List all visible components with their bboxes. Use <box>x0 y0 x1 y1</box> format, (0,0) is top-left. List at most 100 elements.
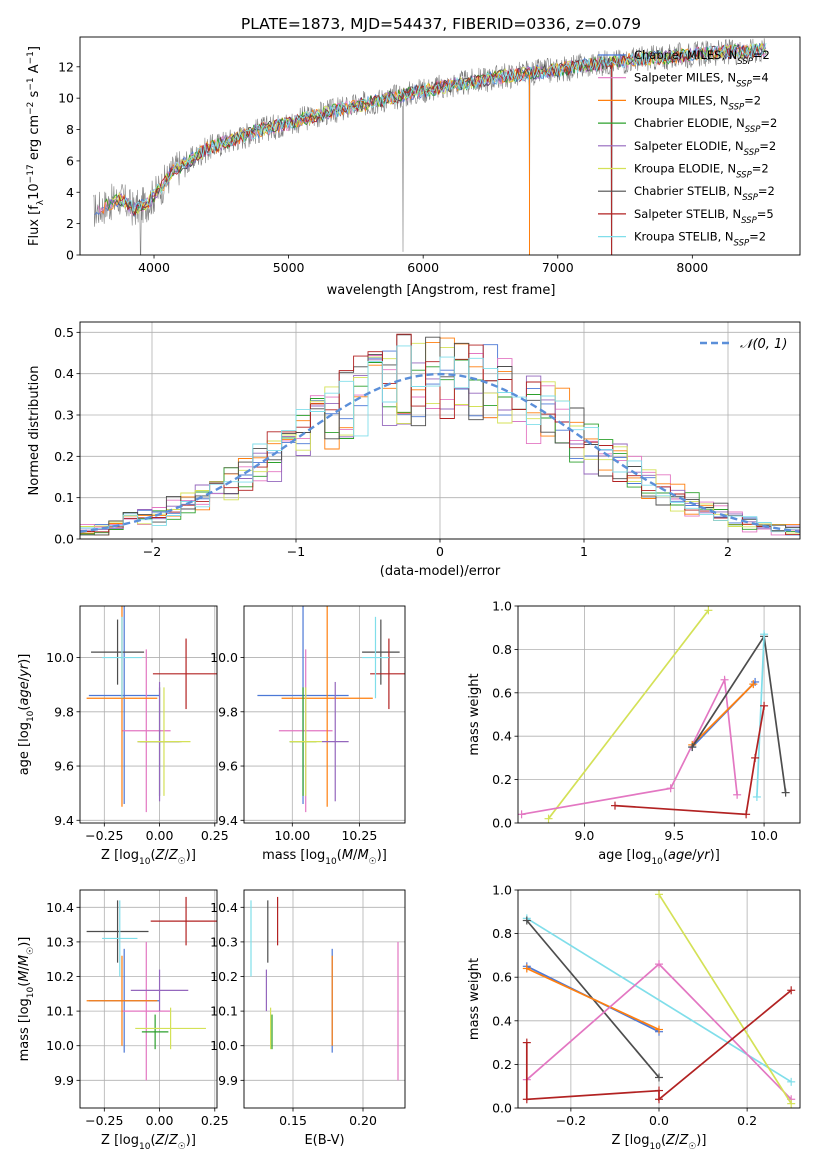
weight-marker <box>787 986 796 995</box>
z_vs_weight-ytick-label: 0.0 <box>492 1101 512 1116</box>
residuals-ytick-label: 0.4 <box>54 366 74 381</box>
z_vs_weight-ytick-label: 1.0 <box>492 883 512 898</box>
age_vs_weight-xtick-label: 9.5 <box>664 828 684 843</box>
z_vs_weight-xlabel: Z [log10(Z/Z☉)] <box>612 1133 707 1152</box>
weight-marker <box>704 606 713 615</box>
z_vs_weight-xtick-label: 0.2 <box>737 1113 757 1128</box>
errorbar-point <box>86 955 158 1046</box>
z_vs_age-xtick-label: 0.25 <box>201 828 229 843</box>
residuals-xtick-label: 2 <box>724 544 732 559</box>
residuals-ytick-label: 0.3 <box>54 408 74 423</box>
z_vs_mass-ytick-label: 10.0 <box>46 1038 74 1053</box>
weight-marker <box>751 753 760 762</box>
ebv_vs_mass-xtick-label: 0.20 <box>349 1113 377 1128</box>
legend-label: Chabrier MILES, NSSP=2 <box>634 48 770 67</box>
errorbar-point <box>152 638 217 710</box>
weight-marker <box>666 784 675 793</box>
ebv_vs_mass-ytick-label: 10.1 <box>210 1004 238 1019</box>
model-fit-line <box>121 42 767 212</box>
weight-marker <box>781 788 790 797</box>
normal-curve <box>80 372 800 533</box>
weight-marker <box>655 1073 663 1082</box>
z_vs_weight-ylabel: mass weight <box>467 958 482 1040</box>
age_vs_weight-xtick-label: 10.0 <box>750 828 778 843</box>
residuals-xtick-label: 1 <box>580 544 588 559</box>
legend-label: Kroupa STELIB, NSSP=2 <box>634 230 766 249</box>
spectrum-lines <box>93 38 767 255</box>
z_vs_mass-ytick-label: 10.4 <box>46 900 74 915</box>
ebv_vs_mass-ytick-label: 10.2 <box>210 969 238 984</box>
errorbar-point <box>137 687 191 796</box>
spectrum-ytick-label: 10 <box>58 91 74 106</box>
spectrum-xtick-label: 7000 <box>542 260 574 275</box>
z_vs_age-xtick-label: 0.00 <box>146 828 174 843</box>
errorbar-point <box>91 619 145 685</box>
z_vs_mass-ytick-label: 10.2 <box>46 969 74 984</box>
age_vs_weight-ytick-label: 0.2 <box>492 772 512 787</box>
residual-histogram <box>80 345 800 533</box>
z_vs_mass-xlabel: Z [log10(Z/Z☉)] <box>101 1133 196 1152</box>
ebv_vs_mass-ytick-label: 10.3 <box>210 934 238 949</box>
ebv_vs_mass-ytick-label: 10.0 <box>210 1038 238 1053</box>
z_vs_age-ytick-label: 9.4 <box>54 813 74 828</box>
z_vs_weight-ytick-label: 0.6 <box>492 970 512 985</box>
age_vs_weight-ytick-label: 0.0 <box>492 816 512 831</box>
legend-label: Salpeter ELODIE, NSSP=2 <box>634 139 776 158</box>
weight-marker <box>733 790 742 799</box>
legend-label: Kroupa MILES, NSSP=2 <box>634 93 761 112</box>
spectrum-xtick-label: 6000 <box>407 260 439 275</box>
spectrum-ylabel: Flux [fλ10−17 erg cm−2 s−1 A−1] <box>26 46 46 246</box>
weight-marker <box>742 810 751 819</box>
figure-title: PLATE=1873, MJD=54437, FIBERID=0336, z=0… <box>241 15 641 33</box>
residuals-axes: −2 −1 0 1 2 0.0 0.1 0.2 0.3 0.4 0.5 Normed distribu… <box>27 321 801 579</box>
mass_vs_age-points <box>257 606 405 813</box>
weight-marker <box>760 701 769 710</box>
ebv_vs_mass-ytick-label: 9.9 <box>218 1073 238 1088</box>
legend-label: Chabrier STELIB, NSSP=2 <box>634 184 775 203</box>
weight-marker <box>518 810 526 819</box>
spectrum-axes: 4000 5000 6000 7000 8000 0 2 4 6 8 10 12 Flux [fλ10−… <box>26 36 801 298</box>
weight-line <box>756 634 765 798</box>
weight-line <box>691 683 754 746</box>
residual-histogram <box>80 333 800 536</box>
residuals-xtick-label: 0 <box>436 544 444 559</box>
mass_vs_age-ytick-label: 10.0 <box>210 650 238 665</box>
z_vs_mass-points <box>86 896 217 1081</box>
weight-marker <box>655 960 663 969</box>
legend-label: Salpeter MILES, NSSP=4 <box>634 71 769 90</box>
residuals-ytick-label: 0.1 <box>54 490 74 505</box>
residuals-xtick-label: −2 <box>143 544 161 559</box>
spectrum-xlabel: wavelength [Angstrom, rest frame] <box>327 283 556 298</box>
legend-label: Chabrier ELODIE, NSSP=2 <box>634 116 777 135</box>
z_vs_age-points <box>86 606 217 813</box>
weight-marker <box>655 1095 663 1104</box>
z_vs_mass-ytick-label: 9.9 <box>54 1073 74 1088</box>
age_vs_weight-ylabel: mass weight <box>467 673 482 755</box>
weight-line <box>526 967 660 1031</box>
weight-marker <box>787 1099 796 1108</box>
z_vs_mass-xtick-label: 0.25 <box>201 1113 229 1128</box>
spectrum-xtick-label: 4000 <box>138 260 170 275</box>
age_vs_weight-ytick-label: 0.8 <box>492 642 512 657</box>
legend-label: Kroupa ELODIE, NSSP=2 <box>634 162 769 181</box>
weight-marker <box>720 675 729 684</box>
z_vs_age-ytick-label: 10.0 <box>46 650 74 665</box>
weight-line <box>614 705 765 816</box>
age_vs_weight-axes: 9.0 9.5 10.0 0.0 0.2 0.4 0.6 0.8 1.0 mass weight a… <box>467 599 801 867</box>
weight-marker <box>787 1077 796 1086</box>
weight-marker <box>522 964 531 973</box>
ebv_vs_mass-xtick-label: 0.15 <box>279 1113 307 1128</box>
z_vs_mass-ytick-label: 10.1 <box>46 1004 74 1019</box>
legend-label: Salpeter STELIB, NSSP=5 <box>634 207 774 226</box>
z_vs_age-ytick-label: 9.6 <box>54 759 74 774</box>
age_vs_weight-xlabel: age [log10(age/yr)] <box>598 848 720 867</box>
z_vs_weight-ytick-label: 0.4 <box>492 1013 512 1028</box>
residuals-ytick-label: 0.0 <box>54 532 74 547</box>
errorbar-point <box>102 900 138 977</box>
errorbar-point <box>370 638 405 710</box>
errorbar-point <box>130 969 189 1012</box>
z_vs_weight-axes: −0.2 0.0 0.2 0.0 0.2 0.4 0.6 0.8 1.0 mass weight Z… <box>467 883 801 1152</box>
age_vs_weight-ytick-label: 0.6 <box>492 685 512 700</box>
weight-marker <box>610 801 619 810</box>
mass_vs_age-xlabel: mass [log10(M/M☉)] <box>262 848 387 867</box>
